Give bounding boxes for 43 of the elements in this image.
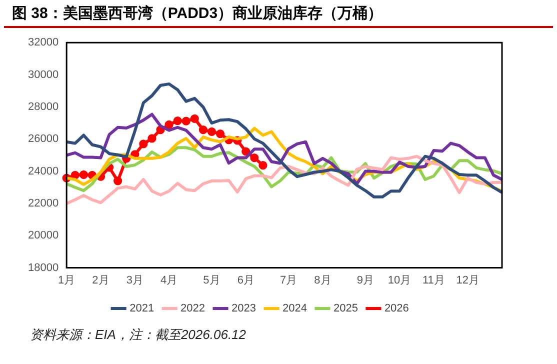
x-tick-label: 4月 — [160, 274, 178, 286]
y-tick-label: 30000 — [28, 68, 59, 81]
point — [148, 134, 156, 143]
point — [173, 116, 182, 126]
point — [242, 147, 250, 156]
y-tick-label: 20000 — [28, 230, 59, 242]
x-tick-label: 3月 — [126, 274, 144, 286]
x-tick-label: 8月 — [314, 274, 332, 286]
point — [207, 127, 216, 136]
y-tick-label: 28000 — [28, 100, 59, 113]
y-tick-label: 22000 — [28, 197, 59, 210]
legend-label: 2025 — [333, 302, 358, 315]
x-tick-label: 12月 — [456, 274, 480, 286]
point — [79, 170, 88, 179]
point — [216, 130, 225, 138]
text: 资料来源：EIA，注：截至2026.06.12 — [29, 326, 248, 344]
point — [114, 176, 122, 186]
legend-label: 2022 — [180, 302, 206, 315]
y-tick-label: 18000 — [28, 262, 59, 274]
x-tick-label: 9月 — [356, 274, 374, 286]
x-tick-label: 7月 — [280, 274, 298, 286]
x-tick-label: 11月 — [422, 274, 445, 286]
point — [164, 120, 174, 129]
y-tick-label: 26000 — [28, 133, 59, 146]
x-tick-label: 5月 — [203, 274, 220, 286]
x-tick-label: 2月 — [92, 274, 110, 286]
legend-label: 2023 — [232, 302, 256, 315]
legend-label: 2021 — [130, 302, 154, 315]
x-tick-label: 1月 — [58, 274, 76, 286]
legend-label: 2024 — [282, 302, 307, 315]
point — [139, 140, 148, 148]
x-tick-label: 6月 — [237, 274, 254, 286]
point — [190, 114, 199, 123]
point — [70, 170, 80, 180]
point — [250, 153, 259, 162]
y-tick-label: 32000 — [28, 36, 59, 49]
x-tick-label: 10月 — [388, 274, 412, 286]
legend-label: 2026 — [384, 302, 409, 315]
point — [198, 125, 208, 134]
point — [182, 116, 190, 126]
chart-title: 图 38：美国墨西哥湾（PADD3）商业原油库存（万桶） — [4, 0, 553, 28]
point — [258, 161, 268, 170]
y-tick-label: 24000 — [28, 165, 59, 178]
